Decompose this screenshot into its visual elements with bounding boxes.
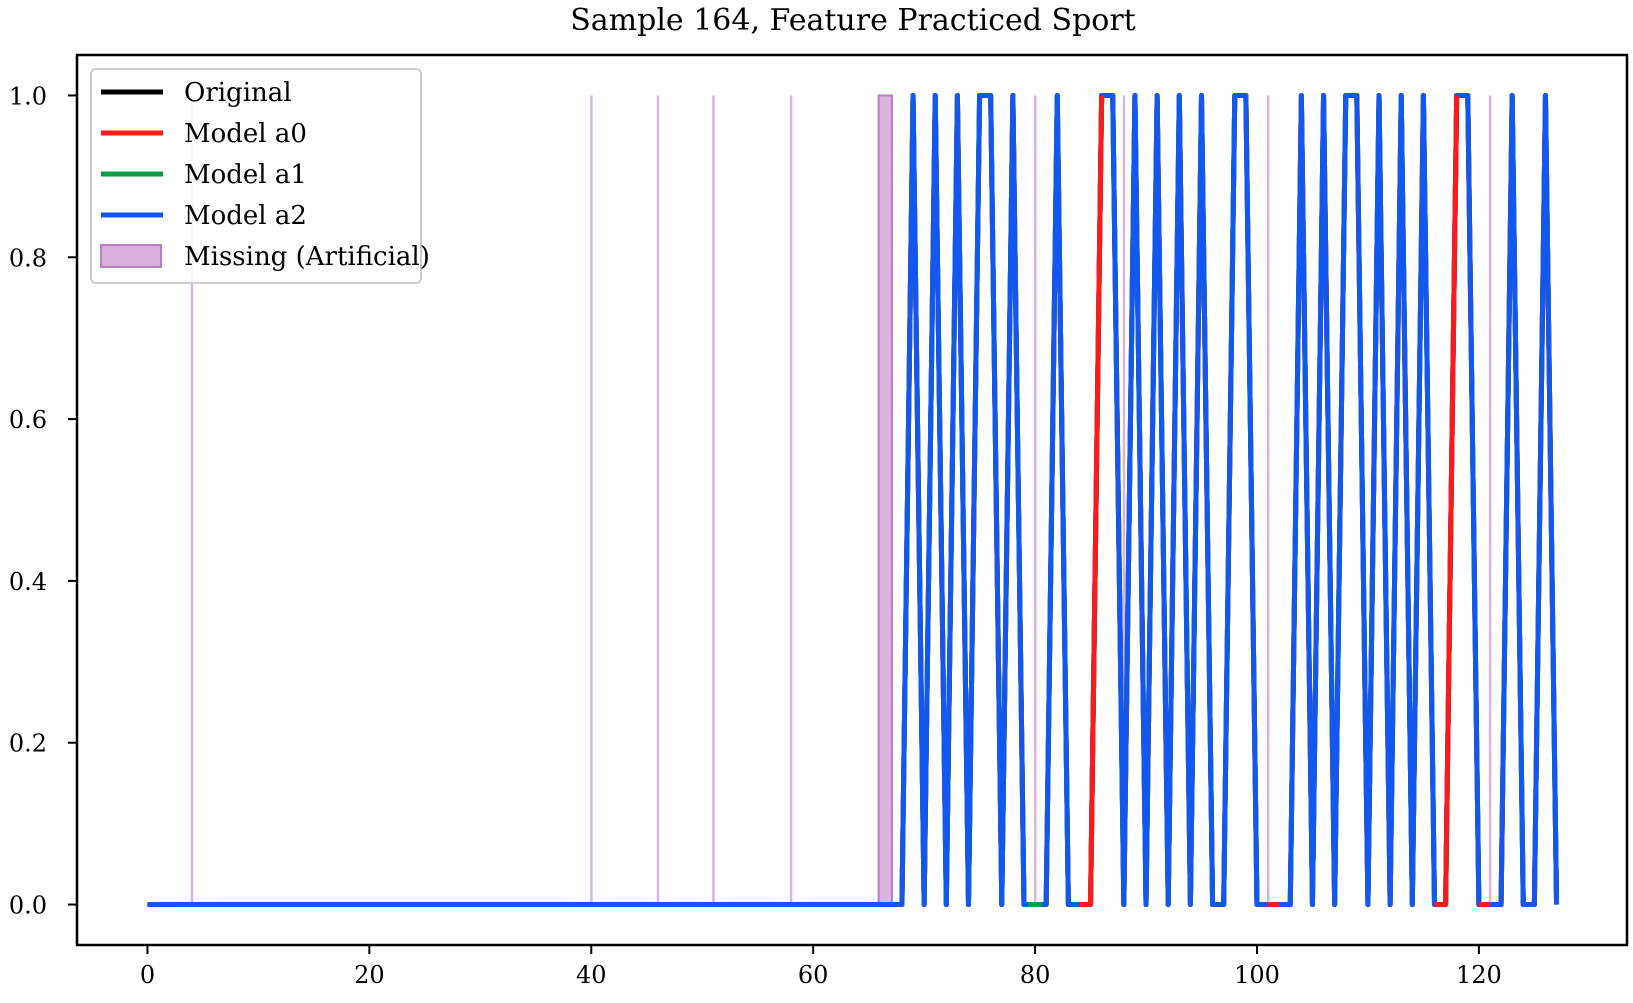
y-tick-label-1: 0.2 (9, 730, 47, 758)
series-lines (147, 92, 1560, 908)
missing-region-7 (1122, 95, 1126, 905)
missing-region-6 (1033, 95, 1037, 905)
legend-box (90, 68, 422, 284)
x-tick-label-120: 120 (1456, 961, 1502, 989)
series-model-a0-segment-2 (1434, 95, 1460, 908)
plot-frame (75, 53, 1629, 947)
missing-region-0 (190, 95, 194, 905)
x-tick-label-40: 40 (576, 961, 607, 989)
legend-swatch-missing-artificial (100, 244, 162, 268)
missing-region-5 (877, 94, 893, 906)
legend-label-model-a1: Model a1 (184, 160, 307, 190)
x-tick-label-0: 0 (140, 961, 155, 989)
x-axis-ticks: 0 20 40 60 80 100 120 (140, 945, 1502, 989)
legend-label-original: Original (184, 78, 292, 108)
x-tick-label-80: 80 (1020, 961, 1051, 989)
legend-label-model-a0: Model a0 (184, 119, 307, 149)
legend-label-missing-artificial: Missing (Artificial) (184, 242, 430, 272)
x-tick-label-100: 100 (1234, 961, 1280, 989)
x-tick-label-60: 60 (798, 961, 829, 989)
y-tick-label-0: 0.0 (9, 892, 47, 920)
missing-region-4 (789, 95, 793, 905)
missing-region-1 (590, 95, 593, 905)
y-tick-label-2: 0.4 (9, 568, 47, 596)
y-tick-label-3: 0.6 (9, 406, 47, 434)
legend-label-model-a2: Model a2 (184, 201, 307, 231)
chart-title: Sample 164, Feature Practiced Sport (570, 3, 1136, 38)
missing-region-9 (1488, 95, 1492, 905)
legend: Original Model a0 Model a1 Model a2 Missing … (90, 68, 430, 284)
missing-region-3 (712, 95, 715, 905)
y-tick-label-5: 1.0 (9, 82, 47, 110)
missing-region-8 (1266, 95, 1270, 905)
series-model-a0-segment-0 (1079, 95, 1105, 908)
y-axis-ticks: 0.0 0.2 0.4 0.6 0.8 1.0 (9, 82, 77, 920)
y-tick-label-4: 0.8 (9, 244, 47, 272)
x-tick-label-20: 20 (354, 961, 385, 989)
legend-entries: Original Model a0 Model a1 Model a2 Missing … (100, 78, 430, 272)
missing-region-2 (656, 95, 660, 905)
